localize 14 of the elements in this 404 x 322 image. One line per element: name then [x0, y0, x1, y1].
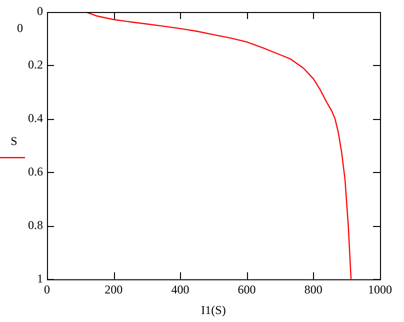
y-tick-label: 1: [37, 271, 43, 286]
y-tick-label: 0.2: [28, 58, 43, 72]
x-tick-label: 400: [171, 282, 190, 297]
x-tick-label: 1000: [368, 282, 392, 297]
x-tick-label: 600: [238, 282, 256, 297]
x-axis-title: I1(S): [201, 302, 226, 317]
x-tick-label: 800: [304, 282, 322, 297]
y-tick-label: 0.6: [28, 164, 43, 178]
y-tick-label: 0.4: [28, 111, 43, 126]
y-axis-title: S: [10, 134, 18, 148]
y-tick-label: 0.8: [28, 218, 43, 232]
x-tick-label: 200: [104, 282, 123, 297]
text: 0: [17, 21, 23, 36]
y-tick-label: 0: [37, 4, 43, 18]
